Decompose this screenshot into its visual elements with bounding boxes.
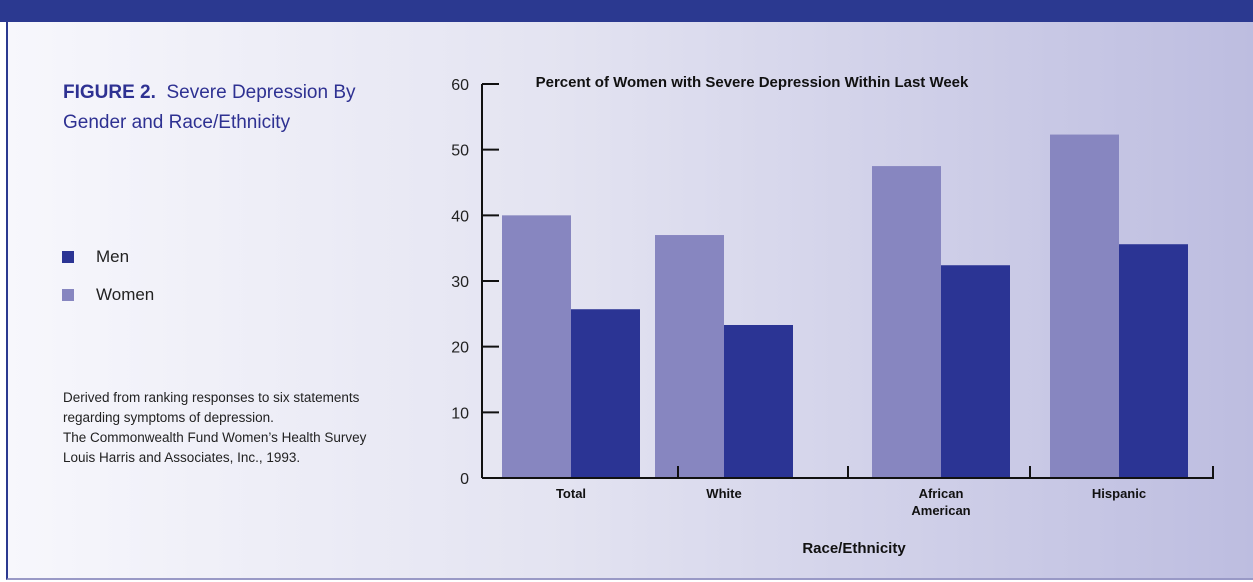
x-tick-label-african-american: African American [911,486,970,518]
legend-swatch-women [62,289,74,301]
legend-label-men: Men [96,247,130,266]
note-line: Louis Harris and Associates, Inc., 1993. [63,450,301,465]
y-tick-label: 50 [451,143,469,160]
y-tick-label: 60 [451,77,469,94]
note-line: regarding symptoms of depression. [63,410,274,425]
x-axis-title: Race/Ethnicity [802,540,906,557]
legend-item-women: Women [62,284,154,306]
x-tick-label-line: American [911,503,970,518]
legend-item-men: Men [62,246,154,268]
x-tick-label-line: Total [556,486,586,501]
chart-title: Percent of Women with Severe Depression … [536,74,969,91]
x-tick-label-line: African [919,486,964,501]
x-tick-label-hispanic: Hispanic [1092,486,1146,501]
bar-women-hispanic [1050,134,1119,478]
y-tick-label: 10 [451,405,469,422]
bar-men-total [571,309,640,478]
y-tick-label: 20 [451,340,469,357]
y-tick-label: 40 [451,208,469,225]
x-tick-label-line: White [706,486,741,501]
note-line: Derived from ranking responses to six st… [63,390,360,405]
y-tick-label: 30 [451,274,469,291]
source-notes: Derived from ranking responses to six st… [63,388,393,468]
x-tick-label-white: White [706,486,741,501]
bar-women-total [502,215,571,479]
x-tick-label-total: Total [556,486,586,501]
note-line: The Commonwealth Fund Women’s Health Sur… [63,430,367,445]
bar-men-white [724,324,793,478]
figure-label: FIGURE 2. [63,82,156,103]
figure-panel [6,22,1253,580]
bar-women-african-american [872,166,941,479]
legend-label-women: Women [96,285,155,304]
y-tick-label: 0 [460,471,469,488]
legend: Men Women [62,246,154,322]
header-bar [0,0,1253,22]
figure-title-text: Severe Depression By Gender and Race/Eth… [63,82,356,133]
bar-men-hispanic [1119,244,1188,478]
figure-title: FIGURE 2. Severe Depression By Gender an… [63,78,403,138]
bar-women-white [655,235,724,478]
legend-swatch-men [62,251,74,263]
x-tick-label-line: Hispanic [1092,486,1146,501]
bar-men-african-american [941,265,1010,478]
